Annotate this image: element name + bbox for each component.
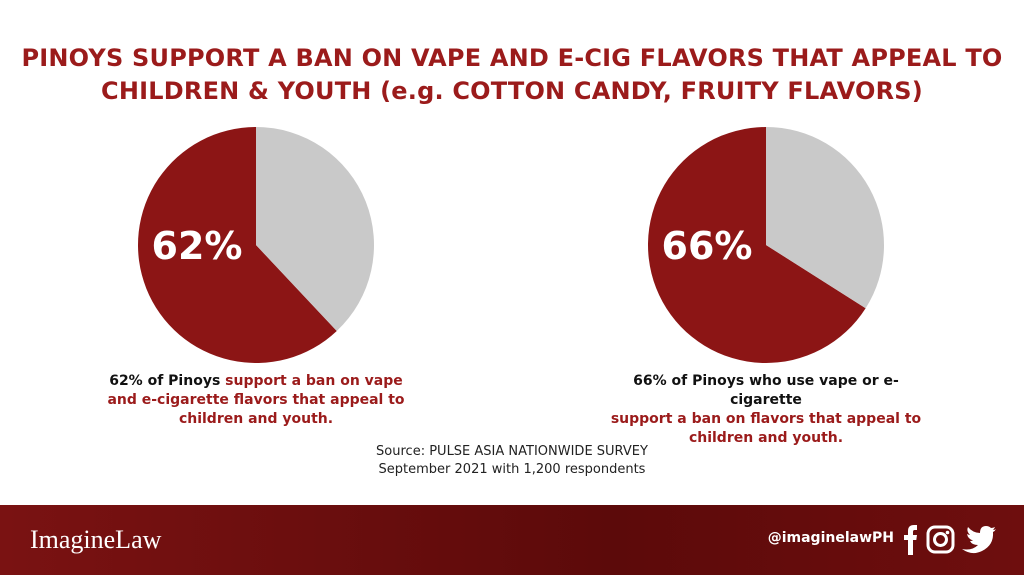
value-label: 62% bbox=[152, 224, 243, 268]
brand: ImagineLaw bbox=[30, 525, 162, 554]
instagram-lens bbox=[933, 532, 948, 547]
pie-slice bbox=[648, 127, 866, 363]
charts: 62% 66% bbox=[137, 127, 884, 363]
source-line: Source: PULSE ASIA NATIONWIDE SURVEY bbox=[376, 444, 648, 459]
caption: 62% of Pinoys support a ban on vape and … bbox=[96, 372, 416, 429]
pie-slice bbox=[137, 127, 337, 363]
caption-lead: 62% of Pinoys bbox=[109, 373, 221, 389]
footer: ImagineLaw @imaginelawPH bbox=[0, 505, 1024, 575]
caption-highlight: support a ban on vape and e-cigarette fl… bbox=[107, 373, 405, 427]
caption-highlight: support a ban on flavors that appeal to … bbox=[610, 411, 922, 446]
caption-lead: 66% of Pinoys who use vape or e-cigarett… bbox=[633, 373, 899, 408]
source: Source: PULSE ASIA NATIONWIDE SURVEY Sept… bbox=[312, 443, 712, 479]
facebook-icon[interactable] bbox=[904, 525, 917, 555]
social-handle: @imaginelawPH bbox=[767, 530, 894, 546]
social-icons bbox=[904, 525, 996, 555]
caption: 66% of Pinoys who use vape or e-cigarett… bbox=[606, 372, 926, 448]
twitter-icon[interactable] bbox=[962, 526, 996, 554]
pie-slice bbox=[256, 127, 374, 332]
instagram-icon[interactable] bbox=[926, 525, 955, 554]
title: PINOYS SUPPORT A BAN ON VAPE AND E-CIG F… bbox=[21, 44, 1003, 105]
instagram-dot bbox=[945, 530, 950, 535]
source-line: September 2021 with 1,200 respondents bbox=[378, 462, 646, 477]
pie-slice bbox=[766, 127, 884, 309]
value-label: 66% bbox=[662, 224, 753, 268]
